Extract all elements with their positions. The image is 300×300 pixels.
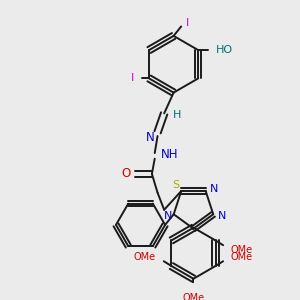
Text: N: N (218, 211, 226, 221)
Text: OMe: OMe (134, 251, 156, 262)
Text: H: H (173, 110, 182, 120)
Text: N: N (164, 211, 172, 221)
Text: O: O (122, 167, 131, 180)
Text: NH: NH (161, 148, 178, 161)
Text: OMe: OMe (231, 251, 253, 262)
Text: HO: HO (216, 45, 233, 55)
Text: OMe: OMe (231, 245, 253, 255)
Text: OMe: OMe (182, 292, 205, 300)
Text: N: N (210, 184, 218, 194)
Text: N: N (146, 131, 154, 144)
Text: I: I (186, 18, 189, 28)
Text: S: S (172, 180, 179, 190)
Text: I: I (130, 74, 134, 83)
